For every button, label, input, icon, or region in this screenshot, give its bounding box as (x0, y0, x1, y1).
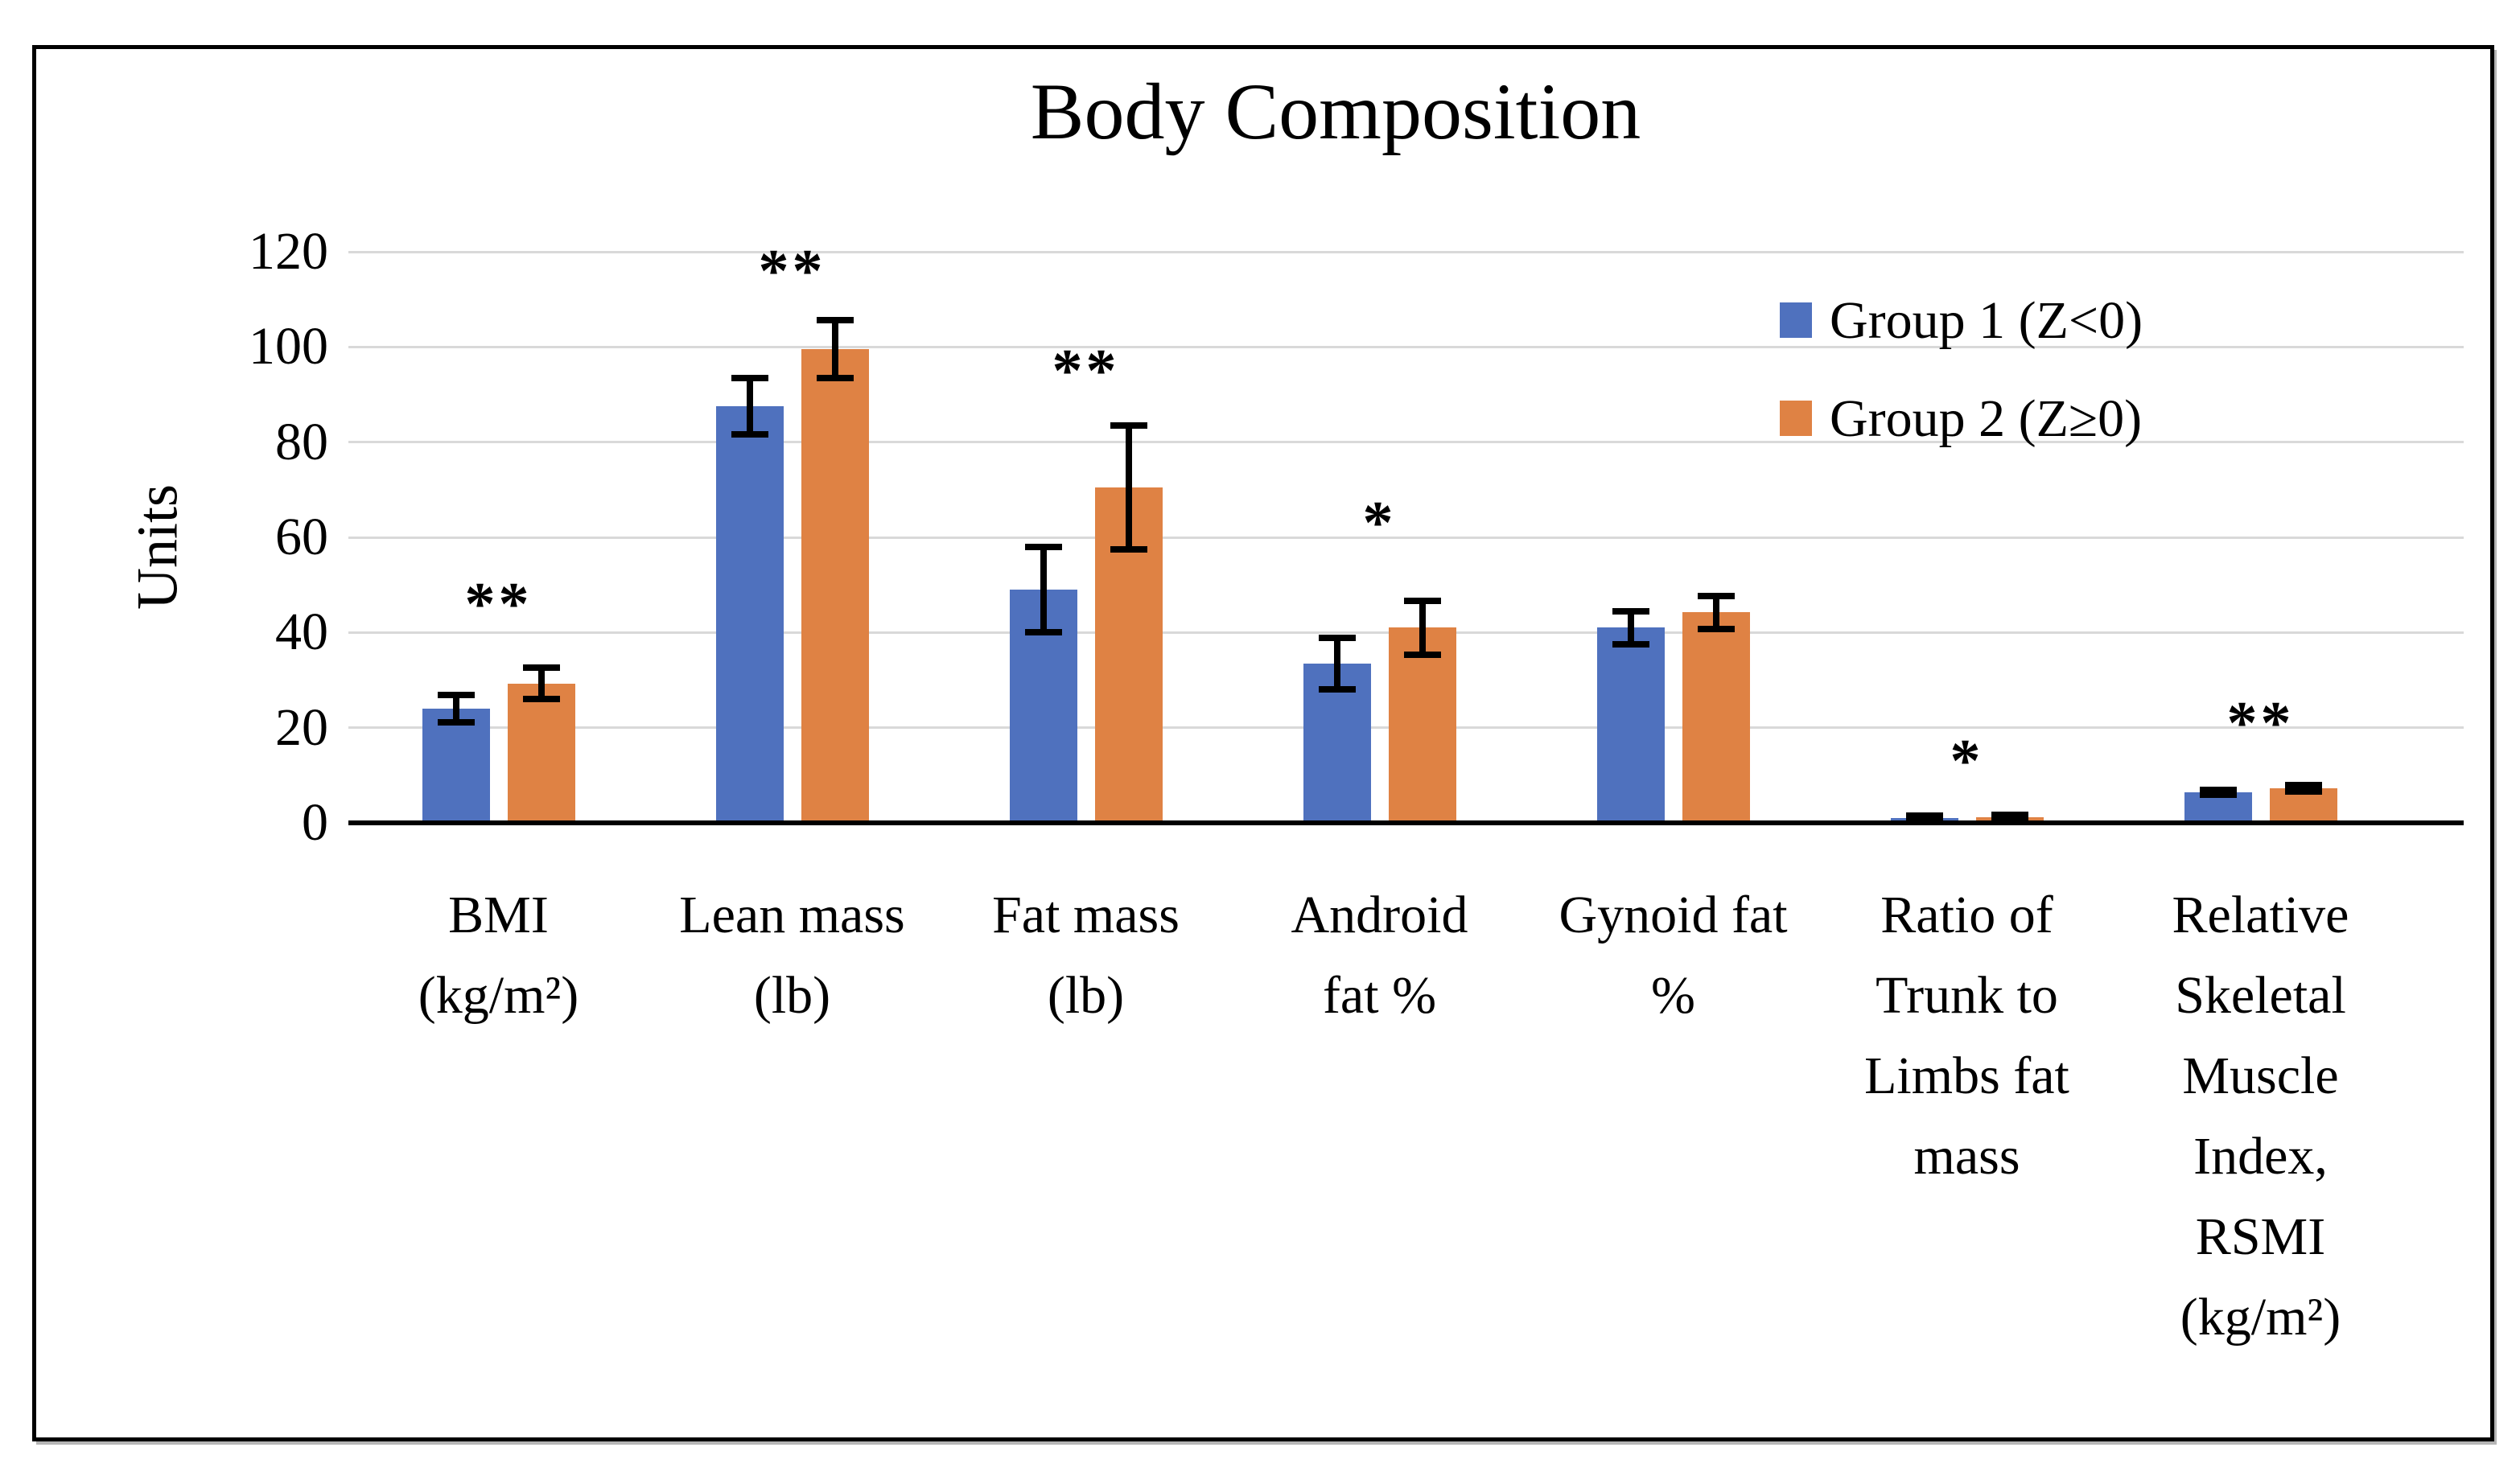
error-bar-cap-bottom (1110, 545, 1147, 553)
legend-swatch-group2 (1780, 401, 1812, 436)
error-bar-cap-top (1110, 421, 1147, 429)
bar-group2 (507, 683, 575, 823)
error-bar-cap-bottom (1403, 651, 1441, 658)
error-bar-cap-top (1905, 812, 1943, 819)
x-category-label: Ratio of Trunk to Limbs fat mass (1864, 886, 2069, 1186)
error-bar-line (831, 320, 838, 379)
bar-group2 (1682, 612, 1750, 823)
error-bar-cap-top (1612, 607, 1649, 615)
gridline (348, 250, 2464, 253)
error-bar-line (1419, 601, 1426, 655)
error-bar-cap-top (1318, 634, 1356, 641)
significance-marker: ** (464, 570, 533, 638)
y-tick-label: 100 (249, 317, 328, 376)
legend-label-group1: Group 1 (Z<0) (1830, 291, 2143, 350)
x-category-label: Fat mass (lb) (992, 886, 1180, 1025)
error-bar-cap-top (2199, 786, 2237, 793)
error-bar-cap-top (816, 317, 854, 324)
x-category-label: BMI (kg/m²) (418, 886, 579, 1025)
y-tick-label: 20 (275, 697, 328, 757)
bar-group1 (1596, 627, 1665, 823)
x-category-label: Lean mass (lb) (679, 886, 905, 1025)
error-bar-line (2300, 784, 2307, 792)
significance-marker: ** (2226, 689, 2295, 757)
legend-swatch-group1 (1780, 302, 1812, 338)
error-bar-cap-top (522, 664, 560, 672)
y-tick-label: 60 (275, 508, 328, 566)
error-bar-cap-bottom (1024, 629, 1062, 636)
error-bar-cap-top (1991, 811, 2028, 818)
bar-group1 (715, 406, 784, 823)
error-bar-cap-top (1697, 592, 1735, 599)
gridline (348, 536, 2464, 539)
y-tick-label: 120 (249, 222, 328, 281)
error-bar-line (1712, 595, 1719, 630)
error-bar-line (1125, 425, 1132, 549)
error-bar-line (452, 695, 459, 722)
error-bar-line (1040, 546, 1047, 633)
legend-label-group2: Group 2 (Z≥0) (1830, 389, 2143, 448)
error-bar-cap-bottom (816, 375, 854, 382)
chart-title: Body Composition (1030, 67, 1641, 156)
error-bar-cap-bottom (1318, 685, 1356, 693)
y-tick-label: 0 (302, 793, 328, 852)
gridline (348, 441, 2464, 444)
y-tick-label: 40 (275, 602, 328, 662)
bar-group1 (422, 709, 490, 823)
error-bar-line (1627, 611, 1634, 645)
significance-marker: * (1950, 727, 1984, 796)
error-bar-cap-top (1403, 598, 1441, 605)
x-category-label: Relative Skeletal Muscle Index, RSMI (kg… (2172, 886, 2349, 1347)
gridline (348, 345, 2464, 348)
error-bar-cap-top (731, 375, 768, 382)
significance-marker: ** (1052, 337, 1120, 405)
y-tick-label: 80 (275, 412, 328, 471)
error-bar-cap-top (2284, 781, 2322, 788)
x-category-label: Gynoid fat % (1559, 886, 1788, 1025)
significance-marker: * (1362, 489, 1397, 557)
error-bar-cap-top (437, 692, 475, 699)
error-bar-cap-bottom (2199, 791, 2237, 798)
error-bar-cap-bottom (731, 431, 768, 438)
error-bar-cap-bottom (437, 718, 475, 726)
error-bar-line (746, 378, 753, 435)
bar-group2 (1388, 627, 1456, 823)
error-bar-cap-bottom (1612, 641, 1649, 648)
x-category-label: Android fat % (1291, 886, 1468, 1025)
bar-group2 (801, 349, 869, 823)
error-bar-line (1333, 637, 1340, 689)
significance-marker: ** (758, 236, 826, 305)
error-bar-line (537, 668, 545, 700)
error-bar-cap-bottom (1697, 626, 1735, 633)
error-bar-cap-top (1024, 543, 1062, 550)
x-axis-line (348, 820, 2464, 825)
error-bar-cap-bottom (522, 696, 560, 703)
error-bar-cap-bottom (2284, 787, 2322, 795)
